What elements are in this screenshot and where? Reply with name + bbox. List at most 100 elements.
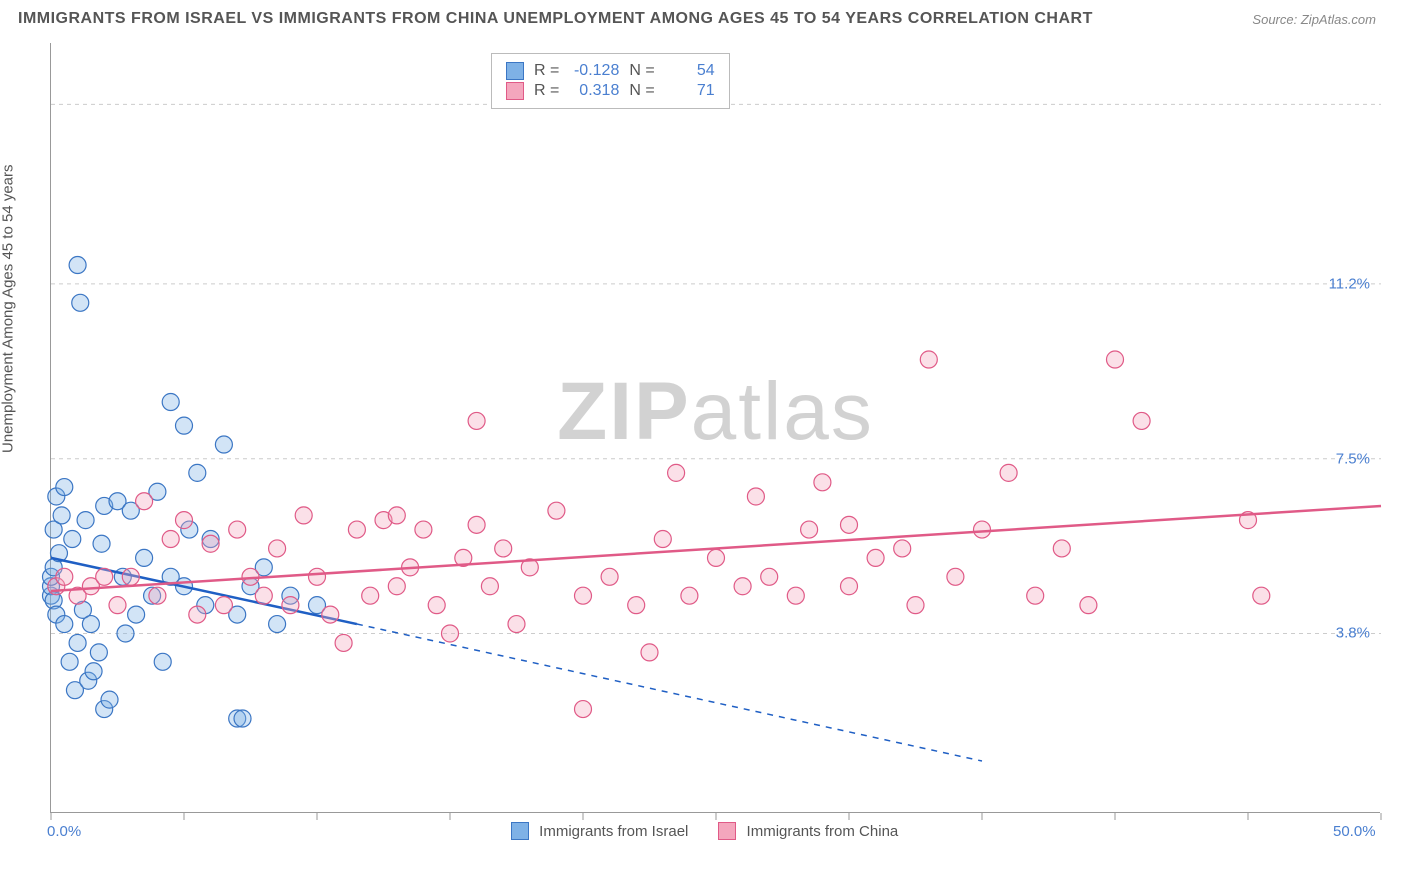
source-label: Source: bbox=[1252, 12, 1297, 27]
data-point bbox=[814, 474, 831, 491]
data-point bbox=[282, 597, 299, 614]
data-point bbox=[1107, 351, 1124, 368]
data-point bbox=[269, 616, 286, 633]
data-point bbox=[77, 512, 94, 529]
data-point bbox=[548, 502, 565, 519]
data-point bbox=[69, 257, 86, 274]
data-point bbox=[654, 531, 671, 548]
legend-swatch-china bbox=[718, 822, 736, 840]
data-point bbox=[747, 488, 764, 505]
data-point bbox=[56, 479, 73, 496]
legend-label: Immigrants from Israel bbox=[539, 823, 688, 840]
legend-row-china: R = 0.318 N = 71 bbox=[506, 82, 715, 100]
data-point bbox=[415, 521, 432, 538]
x-tick-label: 50.0% bbox=[1333, 823, 1376, 840]
data-point bbox=[907, 597, 924, 614]
n-label: N = bbox=[629, 82, 654, 100]
data-point bbox=[176, 417, 193, 434]
r-label: R = bbox=[534, 62, 559, 80]
data-point bbox=[96, 568, 113, 585]
legend-label: Immigrants from China bbox=[747, 823, 899, 840]
data-point bbox=[348, 521, 365, 538]
data-point bbox=[72, 294, 89, 311]
series-legend: Immigrants from Israel Immigrants from C… bbox=[511, 822, 898, 840]
r-label: R = bbox=[534, 82, 559, 100]
data-point bbox=[61, 653, 78, 670]
n-value: 54 bbox=[661, 62, 715, 80]
data-point bbox=[734, 578, 751, 595]
data-point bbox=[681, 587, 698, 604]
data-point bbox=[1253, 587, 1270, 604]
scatter-svg bbox=[51, 43, 1380, 812]
data-point bbox=[136, 549, 153, 566]
legend-swatch-israel bbox=[511, 822, 529, 840]
data-point bbox=[442, 625, 459, 642]
chart-container: Unemployment Among Ages 45 to 54 years Z… bbox=[0, 33, 1406, 873]
data-point bbox=[82, 616, 99, 633]
data-point bbox=[428, 597, 445, 614]
data-point bbox=[1133, 412, 1150, 429]
y-tick-label: 11.2% bbox=[1329, 275, 1370, 292]
data-point bbox=[85, 663, 102, 680]
data-point bbox=[215, 436, 232, 453]
data-point bbox=[189, 464, 206, 481]
data-point bbox=[128, 606, 145, 623]
data-point bbox=[90, 644, 107, 661]
data-point bbox=[362, 587, 379, 604]
data-point bbox=[601, 568, 618, 585]
r-value: -0.128 bbox=[565, 62, 619, 80]
legend-swatch-china bbox=[506, 82, 524, 100]
legend-item-israel: Immigrants from Israel bbox=[511, 822, 688, 840]
legend-swatch-israel bbox=[506, 62, 524, 80]
data-point bbox=[947, 568, 964, 585]
legend-item-china: Immigrants from China bbox=[718, 822, 898, 840]
data-point bbox=[481, 578, 498, 595]
x-tick-label: 0.0% bbox=[47, 823, 81, 840]
data-point bbox=[295, 507, 312, 524]
n-value: 71 bbox=[661, 82, 715, 100]
legend-row-israel: R = -0.128 N = 54 bbox=[506, 62, 715, 80]
data-point bbox=[841, 578, 858, 595]
data-point bbox=[162, 394, 179, 411]
plot-area: ZIPatlas R = -0.128 N = 54 R = 0.318 N =… bbox=[50, 43, 1380, 813]
data-point bbox=[1080, 597, 1097, 614]
data-point bbox=[628, 597, 645, 614]
data-point bbox=[56, 568, 73, 585]
data-point bbox=[1053, 540, 1070, 557]
data-point bbox=[101, 691, 118, 708]
data-point bbox=[495, 540, 512, 557]
data-point bbox=[117, 625, 134, 642]
data-point bbox=[801, 521, 818, 538]
data-point bbox=[56, 616, 73, 633]
regression-line-extrapolated bbox=[357, 624, 982, 761]
data-point bbox=[162, 531, 179, 548]
data-point bbox=[122, 568, 139, 585]
chart-header: IMMIGRANTS FROM ISRAEL VS IMMIGRANTS FRO… bbox=[0, 0, 1406, 33]
data-point bbox=[322, 606, 339, 623]
data-point bbox=[468, 412, 485, 429]
y-tick-label: 7.5% bbox=[1336, 450, 1370, 467]
data-point bbox=[229, 521, 246, 538]
data-point bbox=[1000, 464, 1017, 481]
data-point bbox=[109, 597, 126, 614]
data-point bbox=[189, 606, 206, 623]
data-point bbox=[136, 493, 153, 510]
data-point bbox=[176, 512, 193, 529]
r-value: 0.318 bbox=[565, 82, 619, 100]
data-point bbox=[215, 597, 232, 614]
source-link[interactable]: ZipAtlas.com bbox=[1301, 12, 1376, 27]
correlation-legend: R = -0.128 N = 54 R = 0.318 N = 71 bbox=[491, 53, 730, 109]
data-point bbox=[202, 535, 219, 552]
data-point bbox=[388, 507, 405, 524]
data-point bbox=[708, 549, 725, 566]
data-point bbox=[920, 351, 937, 368]
data-point bbox=[53, 507, 70, 524]
data-point bbox=[93, 535, 110, 552]
data-point bbox=[64, 531, 81, 548]
data-point bbox=[149, 587, 166, 604]
data-point bbox=[761, 568, 778, 585]
data-point bbox=[841, 516, 858, 533]
data-point bbox=[668, 464, 685, 481]
data-point bbox=[468, 516, 485, 533]
chart-title: IMMIGRANTS FROM ISRAEL VS IMMIGRANTS FRO… bbox=[18, 10, 1093, 28]
